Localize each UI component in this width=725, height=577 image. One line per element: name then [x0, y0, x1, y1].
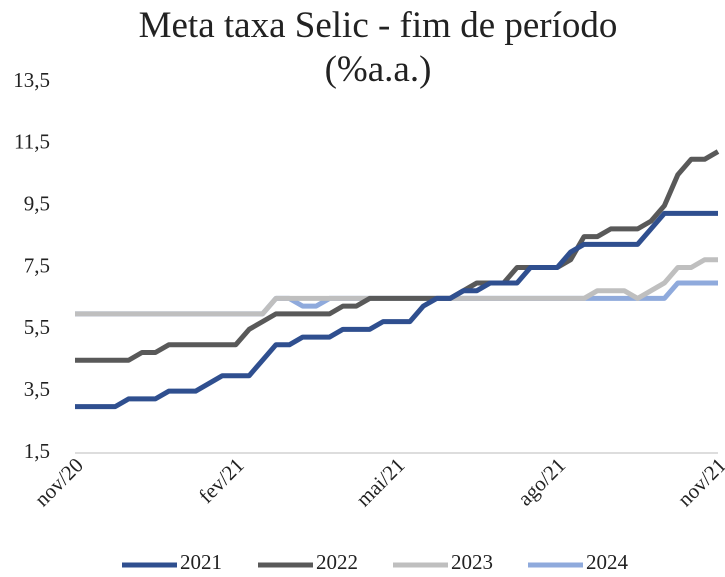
x-tick-label: mai/21 [351, 453, 409, 511]
y-tick-label: 9,5 [24, 191, 50, 215]
line-series [75, 149, 720, 363]
x-tick-label: ago/21 [513, 453, 570, 510]
legend-label: 2021 [180, 550, 222, 574]
legend-label: 2023 [451, 550, 493, 574]
line-series [75, 210, 718, 410]
y-tick-label: 5,5 [24, 315, 50, 339]
y-tick-label: 7,5 [24, 253, 50, 277]
y-tick-label: 3,5 [24, 377, 50, 401]
legend-label: 2022 [316, 550, 358, 574]
chart-title: Meta taxa Selic - fim de período (%a.a.) [138, 5, 618, 90]
x-tick-label: fev/21 [194, 453, 249, 508]
y-tick-label: 11,5 [14, 130, 50, 154]
y-tick-label: 13,5 [13, 68, 50, 92]
line-series [75, 257, 718, 317]
x-tick-label: nov/21 [673, 453, 725, 511]
y-tick-label: 1,5 [24, 439, 50, 463]
legend-label: 2024 [586, 550, 629, 574]
